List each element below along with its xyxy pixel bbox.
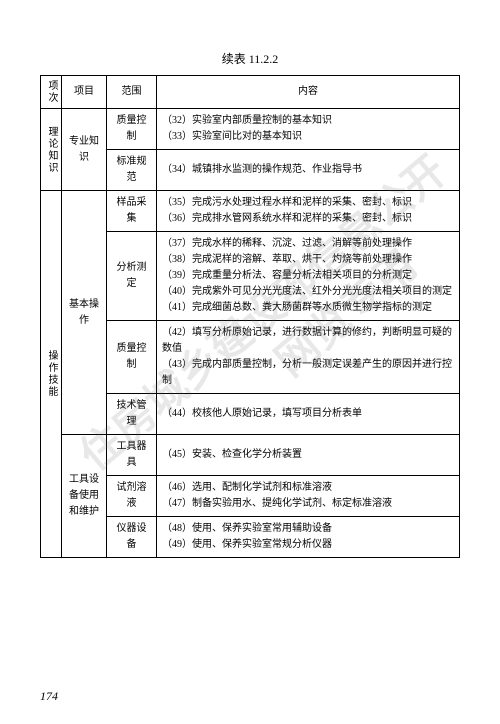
header-col3: 范围 <box>107 76 157 109</box>
cell-scope: 技术管理 <box>107 394 157 435</box>
cell-scope: 质量控制 <box>107 321 157 394</box>
cell-scope: 试剂溶液 <box>107 476 157 517</box>
header-col2: 项目 <box>62 76 107 109</box>
table-row: 操作技能 基本操作 样品采集 （35）完成污水处理过程水样和泥样的采集、密封、标… <box>41 191 460 232</box>
header-row: 项次 项目 范围 内容 <box>41 76 460 109</box>
cell-content: （42）填写分析原始记录，进行数据计算的修约，判断明显可疑的数值（43）完成内部… <box>157 321 460 394</box>
cell-content: （34）城镇排水监测的操作规范、作业指导书 <box>157 150 460 191</box>
cell-scope: 质量控制 <box>107 109 157 150</box>
cell-content: （48）使用、保养实验室常用辅助设备（49）使用、保养实验室常规分析仪器 <box>157 517 460 558</box>
cell-content: （35）完成污水处理过程水样和泥样的采集、密封、标识（36）完成排水管网系统水样… <box>157 191 460 232</box>
section1-vert: 理论知识 <box>41 109 62 191</box>
table-row: 理论知识 专业知识 质量控制 （32）实验室内部质量控制的基本知识（33）实验室… <box>41 109 460 150</box>
cell-scope: 样品采集 <box>107 191 157 232</box>
cell-scope: 工具器具 <box>107 435 157 476</box>
cell-content: （37）完成水样的稀释、沉淀、过滤、消解等前处理操作（38）完成泥样的溶解、萃取… <box>157 232 460 321</box>
section1-item: 专业知识 <box>62 109 107 191</box>
header-col1: 项次 <box>41 76 62 109</box>
cell-scope: 仪器设备 <box>107 517 157 558</box>
page-number: 174 <box>40 689 58 704</box>
table-row: 工具设备使用和维护 工具器具 （45）安装、检查化学分析装置 <box>41 435 460 476</box>
section2-group2-item: 工具设备使用和维护 <box>62 435 107 558</box>
cell-content: （46）选用、配制化学试剂和标准溶液（47）制备实验用水、提纯化学试剂、标定标准… <box>157 476 460 517</box>
cell-content: （44）校核他人原始记录，填写项目分析表单 <box>157 394 460 435</box>
header-col4: 内容 <box>157 76 460 109</box>
cell-scope: 标准规范 <box>107 150 157 191</box>
table-caption: 续表 11.2.2 <box>40 50 460 67</box>
cell-content: （45）安装、检查化学分析装置 <box>157 435 460 476</box>
cell-content: （32）实验室内部质量控制的基本知识（33）实验室间比对的基本知识 <box>157 109 460 150</box>
main-table: 项次 项目 范围 内容 理论知识 专业知识 质量控制 （32）实验室内部质量控制… <box>40 75 460 558</box>
section2-group1-item: 基本操作 <box>62 191 107 435</box>
cell-scope: 分析测定 <box>107 232 157 321</box>
section2-vert: 操作技能 <box>41 191 62 558</box>
